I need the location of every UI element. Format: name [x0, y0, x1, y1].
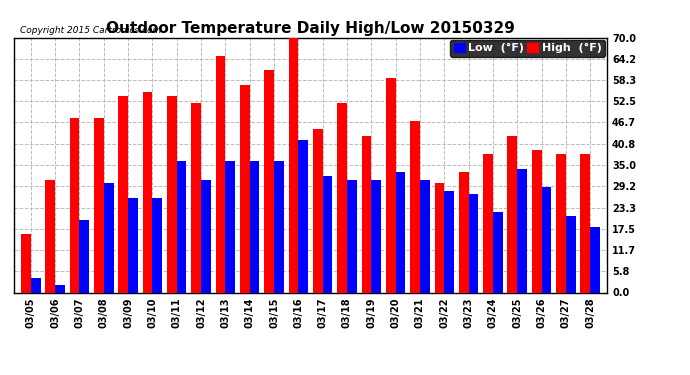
Bar	[420, 180, 430, 292]
Bar	[493, 212, 502, 292]
Bar	[274, 161, 284, 292]
Bar	[323, 176, 333, 292]
Bar	[152, 198, 162, 292]
Bar	[94, 118, 104, 292]
Bar	[201, 180, 210, 292]
Bar	[444, 190, 454, 292]
Bar	[469, 194, 478, 292]
Bar	[119, 96, 128, 292]
Bar	[31, 278, 41, 292]
Bar	[55, 285, 65, 292]
Bar	[313, 129, 323, 292]
Bar	[362, 136, 371, 292]
Bar	[167, 96, 177, 292]
Bar	[459, 172, 469, 292]
Legend: Low  (°F), High  (°F): Low (°F), High (°F)	[450, 40, 605, 57]
Bar	[143, 92, 152, 292]
Bar	[556, 154, 566, 292]
Bar	[46, 180, 55, 292]
Bar	[566, 216, 575, 292]
Bar	[226, 161, 235, 292]
Bar	[264, 70, 274, 292]
Bar	[411, 121, 420, 292]
Bar	[79, 220, 89, 292]
Bar	[177, 161, 186, 292]
Bar	[386, 78, 395, 292]
Bar	[250, 161, 259, 292]
Bar	[507, 136, 518, 292]
Bar	[542, 187, 551, 292]
Bar	[216, 56, 226, 292]
Bar	[191, 103, 201, 292]
Bar	[128, 198, 138, 292]
Bar	[532, 150, 542, 292]
Bar	[337, 103, 347, 292]
Title: Outdoor Temperature Daily High/Low 20150329: Outdoor Temperature Daily High/Low 20150…	[106, 21, 515, 36]
Bar	[483, 154, 493, 292]
Text: Copyright 2015 Cartronics.com: Copyright 2015 Cartronics.com	[20, 26, 161, 35]
Bar	[298, 140, 308, 292]
Bar	[435, 183, 444, 292]
Bar	[590, 227, 600, 292]
Bar	[395, 172, 405, 292]
Bar	[371, 180, 381, 292]
Bar	[70, 118, 79, 292]
Bar	[347, 180, 357, 292]
Bar	[240, 85, 250, 292]
Bar	[518, 169, 527, 292]
Bar	[104, 183, 114, 292]
Bar	[288, 38, 298, 292]
Bar	[21, 234, 31, 292]
Bar	[580, 154, 590, 292]
